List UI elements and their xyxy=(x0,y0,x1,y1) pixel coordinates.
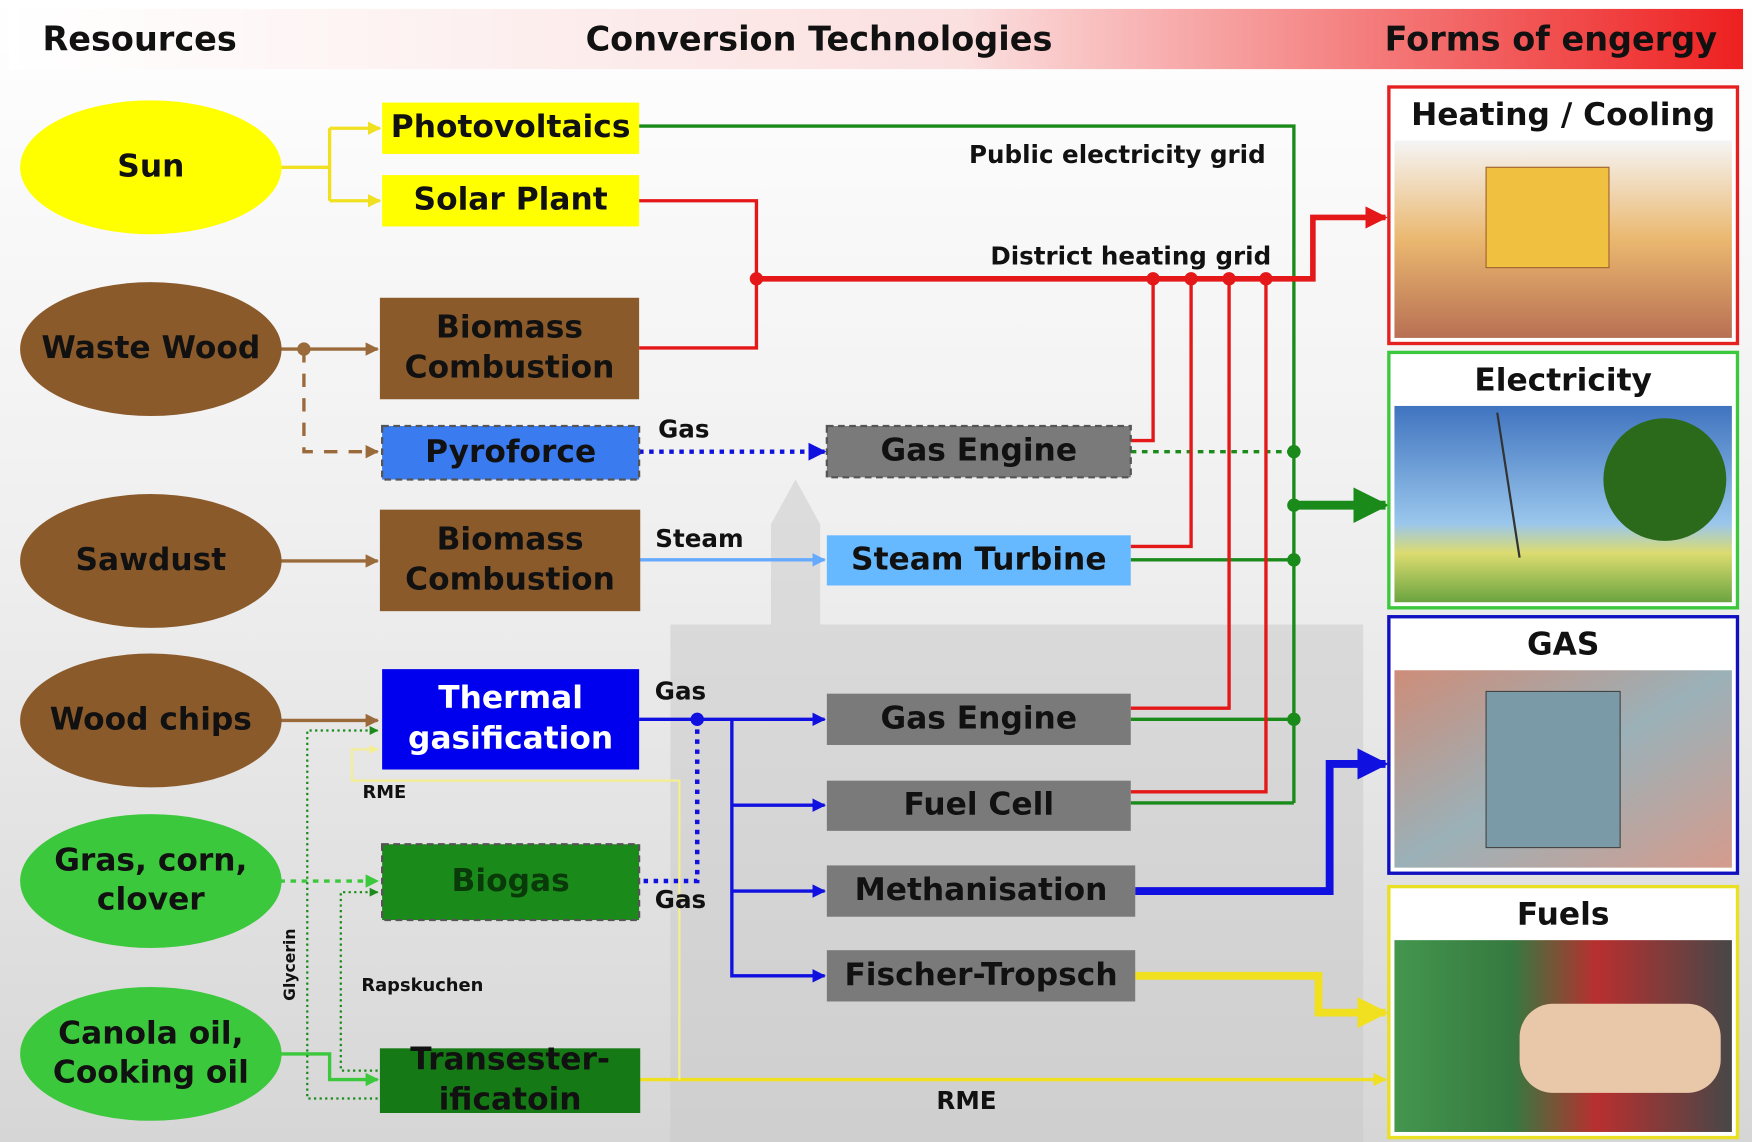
connector xyxy=(639,199,759,279)
edge-label: Gas xyxy=(655,885,706,914)
edge-label: Rapskuchen xyxy=(361,975,483,996)
technology-label: Biogas xyxy=(452,863,570,899)
edge-label: Glycerin xyxy=(281,929,299,1001)
technology-node xyxy=(826,865,1136,917)
technology-label: Steam Turbine xyxy=(851,541,1106,577)
technology-label: Fischer-Tropsch xyxy=(844,957,1117,993)
edge-label: District heating grid xyxy=(990,242,1271,271)
header-band xyxy=(8,8,1744,70)
connector xyxy=(1135,748,1389,895)
layer: Resources Conversion Technologies Forms of… xyxy=(20,20,1740,1142)
connector xyxy=(639,124,1296,803)
output-label: Electricity xyxy=(1474,362,1652,398)
image-detail xyxy=(1485,166,1610,269)
technology-label: Photovoltaics xyxy=(391,109,631,145)
output-label: Fuels xyxy=(1517,897,1610,933)
technology-label: gasification xyxy=(408,720,613,756)
resource-node xyxy=(20,282,282,416)
junction xyxy=(1222,272,1236,286)
connector xyxy=(1130,278,1268,794)
connector xyxy=(306,726,379,1100)
technology-label: Methanisation xyxy=(855,872,1108,908)
junction xyxy=(1287,712,1301,727)
junction xyxy=(1287,444,1301,459)
image-detail xyxy=(1496,412,1521,558)
technology-node xyxy=(826,535,1131,586)
image-detail xyxy=(1485,690,1621,849)
resource-node xyxy=(20,814,282,948)
edge-label: RME xyxy=(362,782,406,803)
resource-label: Gras, corn, xyxy=(54,843,247,879)
resource-label: Canola oil, xyxy=(58,1015,243,1051)
connector xyxy=(350,744,681,1080)
connector xyxy=(1135,971,1389,1029)
technology-label: Gas Engine xyxy=(881,433,1078,469)
technology-label: Biomass xyxy=(436,309,583,345)
edge-label: RME xyxy=(936,1086,996,1115)
junction xyxy=(1146,272,1160,286)
junction xyxy=(1259,272,1273,286)
resource-label: Sun xyxy=(117,148,184,184)
output-label: Heating / Cooling xyxy=(1411,97,1715,133)
junction xyxy=(1287,498,1301,512)
resource-label: Cooking oil xyxy=(53,1054,249,1090)
connector xyxy=(279,1052,380,1087)
technology-node xyxy=(826,950,1136,1002)
connector xyxy=(1130,278,1155,443)
resource-node xyxy=(20,494,282,628)
junction xyxy=(749,272,764,286)
technology-label: Fuel Cell xyxy=(904,787,1055,823)
technology-node xyxy=(379,509,641,612)
connector xyxy=(756,206,1388,282)
resource-node xyxy=(20,986,282,1121)
technology-label: ificatoin xyxy=(439,1082,582,1118)
technology-node xyxy=(379,1048,641,1114)
resource-label: clover xyxy=(97,882,205,918)
technology-label: Biomass xyxy=(437,521,584,557)
technology-label: Gas Engine xyxy=(881,700,1078,736)
resource-label: Wood chips xyxy=(50,701,252,737)
technology-node xyxy=(381,424,641,481)
header-conversion: Conversion Technologies xyxy=(586,20,1053,59)
junction xyxy=(1184,272,1198,286)
edge-label: Public electricity grid xyxy=(969,140,1266,169)
edge-label: Steam xyxy=(655,524,743,553)
junction xyxy=(690,712,704,727)
technology-label: Combustion xyxy=(405,350,615,386)
output-label: GAS xyxy=(1527,627,1599,663)
technology-node xyxy=(382,175,640,227)
technology-node xyxy=(382,669,640,770)
header-resources: Resources xyxy=(42,20,236,59)
edge-label: Gas xyxy=(655,677,706,706)
edge-label: Gas xyxy=(658,414,709,443)
technology-label: Thermal xyxy=(438,680,583,716)
resource-node xyxy=(20,100,282,235)
technology-node xyxy=(382,102,640,154)
connector xyxy=(1130,278,1231,710)
connector xyxy=(639,719,700,884)
connector xyxy=(302,349,380,459)
resource-label: Sawdust xyxy=(75,542,226,578)
technology-label: Solar Plant xyxy=(414,182,608,218)
technology-node xyxy=(826,780,1131,831)
image-detail xyxy=(1603,418,1727,541)
technology-node xyxy=(379,297,640,400)
connector xyxy=(1130,278,1193,549)
image-detail xyxy=(1519,1003,1721,1093)
technology-node xyxy=(826,693,1131,745)
technology-node xyxy=(825,424,1132,479)
technology-label: Combustion xyxy=(405,561,615,597)
technology-label: Pyroforce xyxy=(425,434,596,470)
junction xyxy=(297,342,311,356)
connector xyxy=(339,887,379,1072)
connector xyxy=(639,278,759,350)
resource-node xyxy=(20,653,282,788)
header-forms: Forms of engergy xyxy=(1385,20,1718,59)
technology-node xyxy=(381,843,641,922)
resource-label: Waste Wood xyxy=(41,330,260,366)
technology-label: Transester- xyxy=(410,1042,610,1078)
junction xyxy=(1287,553,1301,567)
